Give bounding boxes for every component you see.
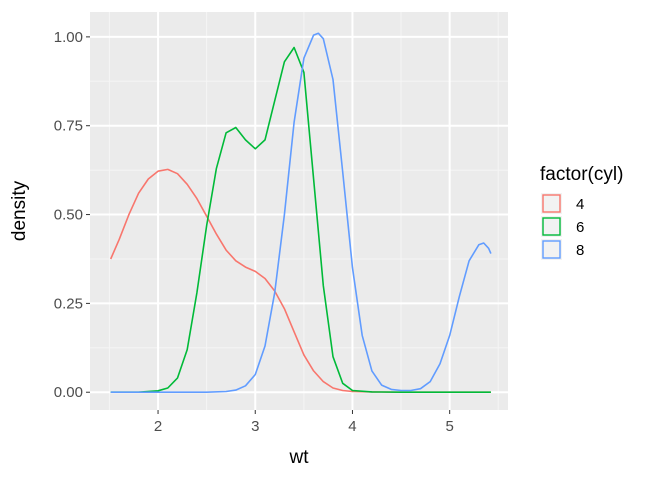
legend-label-8: 8: [576, 242, 584, 259]
y-tick-label: 0.00: [54, 384, 83, 401]
x-tick-label: 3: [251, 418, 259, 435]
legend-key-6: [541, 216, 562, 237]
series-line-6: [110, 46, 491, 393]
series-line-4: [109, 168, 491, 393]
legend-label-6: 6: [576, 219, 584, 236]
x-tick-label: 5: [446, 418, 454, 435]
series-line-8: [110, 32, 492, 393]
x-axis: 2 3 4 5: [154, 410, 454, 435]
y-tick-label: 0.50: [54, 207, 83, 224]
legend-key-4: [541, 193, 562, 214]
legend-swatch-6: [542, 217, 561, 236]
y-tick-label: 1.00: [54, 29, 83, 46]
legend-swatch-8: [542, 240, 561, 259]
legend-title: factor(cyl): [540, 164, 623, 185]
legend-label-4: 4: [576, 196, 584, 213]
y-axis-title: density: [9, 180, 30, 241]
x-axis-title: wt: [289, 447, 310, 468]
y-tick-label: 0.25: [54, 295, 83, 312]
series-layer: [109, 32, 492, 393]
x-tick-label: 2: [154, 418, 162, 435]
legend-key-8: [541, 239, 562, 260]
legend: factor(cyl) 4 6 8: [540, 164, 623, 260]
legend-swatch-4: [542, 194, 561, 213]
y-tick-label: 0.75: [54, 118, 83, 135]
x-tick-label: 4: [348, 418, 356, 435]
y-axis: 0.00 0.25 0.50 0.75 1.00: [54, 29, 90, 401]
major-gridlines: [90, 12, 508, 410]
